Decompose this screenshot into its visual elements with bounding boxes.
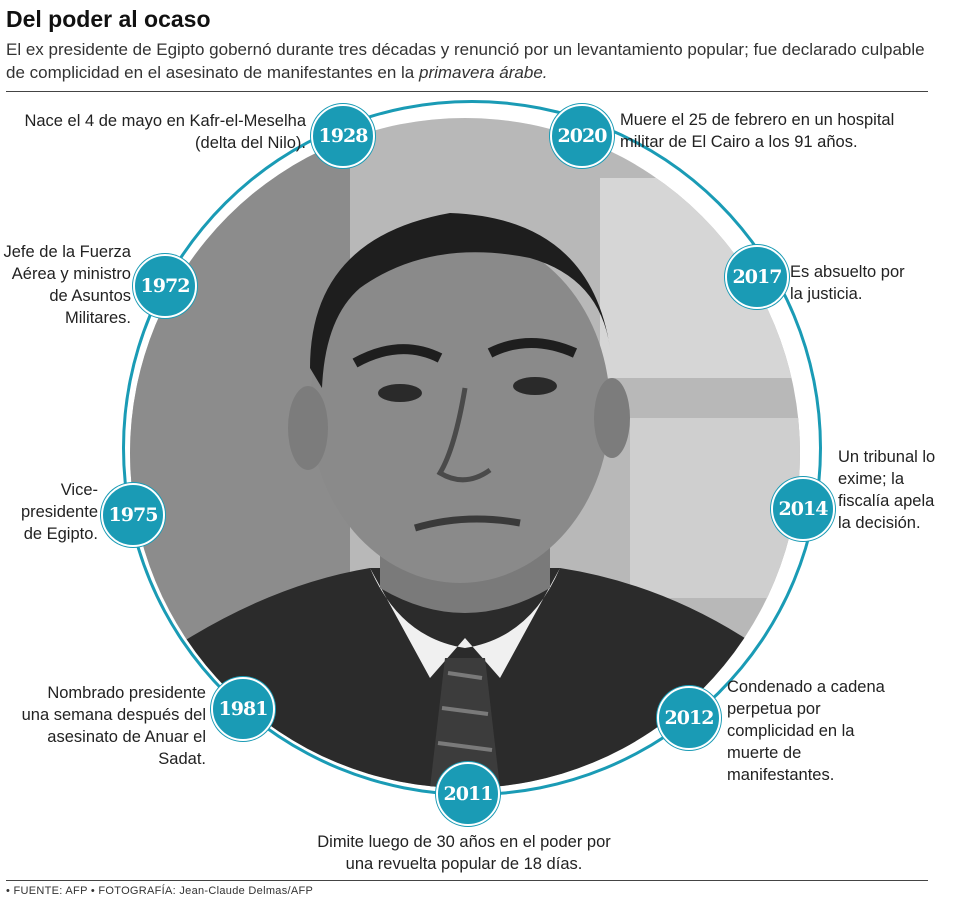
event-2011: Dimite luego de 30 años en el poder por … [317, 833, 611, 873]
subtitle-text: El ex presidente de Egipto gobernó duran… [6, 40, 925, 82]
event-2020: Muere el 25 de febrero en un hospital mi… [620, 111, 895, 151]
event-1928: Nace el 4 de mayo en Kafr-el-Meselha (de… [24, 112, 306, 152]
year-badge-2017: 2017 [725, 245, 789, 309]
year-badge-1981: 1981 [211, 677, 275, 741]
year-badge-1975: 1975 [101, 483, 165, 547]
year-badge-1928: 1928 [311, 104, 375, 168]
event-2012: Condenado a cadena perpetua por complici… [727, 678, 885, 784]
page-title: Del poder al ocaso [6, 6, 211, 32]
year-badge-2014: 2014 [771, 477, 835, 541]
event-1975: Vice-presidente de Egipto. [20, 481, 98, 543]
source-credit: • FUENTE: AFP • FOTOGRAFÍA: Jean-Claude … [6, 885, 314, 897]
year-badge-2012: 2012 [657, 686, 721, 750]
year-badge-1972: 1972 [133, 254, 197, 318]
subtitle-italic: primavera árabe. [419, 63, 548, 82]
event-2014: Un tribunal lo exime; la fiscalía apela … [838, 448, 936, 532]
event-2017: Es absuelto por la justicia. [790, 263, 905, 303]
year-badge-2020: 2020 [550, 104, 614, 168]
year-badge-2011: 2011 [436, 762, 500, 826]
event-1981: Nombrado presidente una semana después d… [21, 684, 206, 768]
page-subtitle: El ex presidente de Egipto gobernó duran… [6, 38, 936, 84]
event-1972: Jefe de la Fuerza Aérea y ministro de As… [3, 243, 132, 327]
top-divider [6, 91, 928, 92]
bottom-divider [6, 880, 928, 881]
